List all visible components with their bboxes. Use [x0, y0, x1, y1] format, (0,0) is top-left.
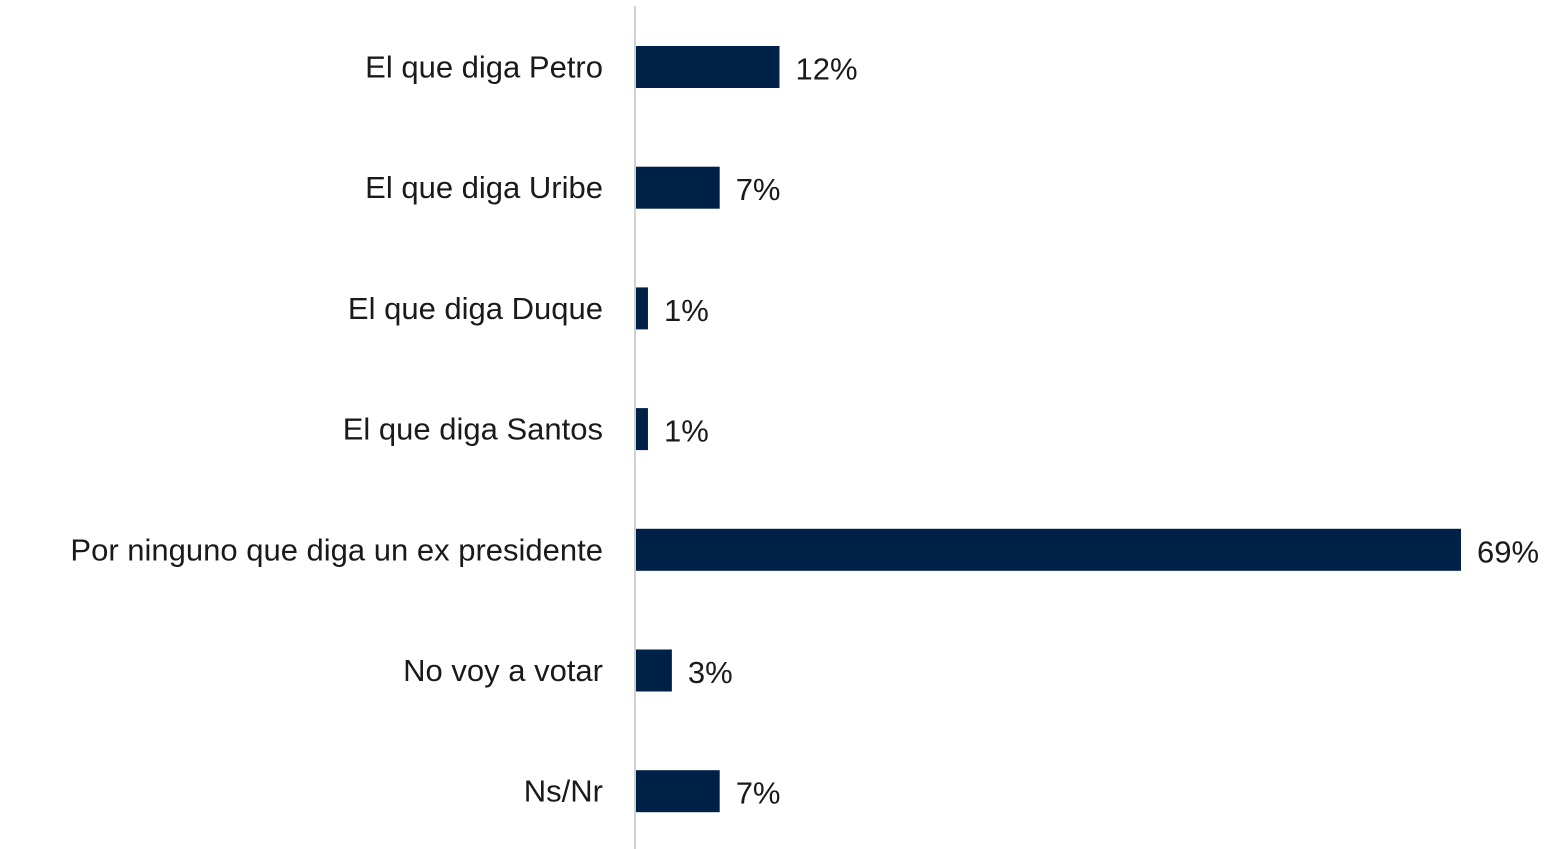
bar [636, 770, 720, 813]
value-labels-group: 12% 7% 1% 1% 69% 3% 7% [664, 52, 1539, 811]
bar [636, 166, 720, 209]
value-label: 3% [688, 655, 733, 690]
category-label: No voy a votar [403, 653, 603, 688]
category-label: Ns/Nr [524, 774, 603, 809]
value-label: 7% [736, 172, 781, 207]
category-label: Por ninguno que diga un ex presidente [70, 532, 603, 567]
value-label: 69% [1477, 534, 1539, 569]
bar [636, 46, 780, 88]
category-label: El que diga Duque [348, 291, 603, 326]
bar [636, 408, 648, 451]
category-label: El que diga Petro [365, 50, 603, 85]
bar [636, 649, 672, 692]
value-label: 1% [664, 293, 709, 328]
value-label: 1% [664, 414, 709, 449]
category-label: El que diga Santos [343, 412, 603, 447]
bars-group [636, 46, 1461, 813]
bar [636, 528, 1461, 571]
value-label: 7% [736, 776, 781, 811]
category-label: El que diga Uribe [365, 170, 603, 205]
value-label: 12% [795, 52, 857, 87]
category-labels-group: El que diga Petro El que diga Uribe El que… [70, 50, 603, 809]
bar [636, 287, 648, 330]
